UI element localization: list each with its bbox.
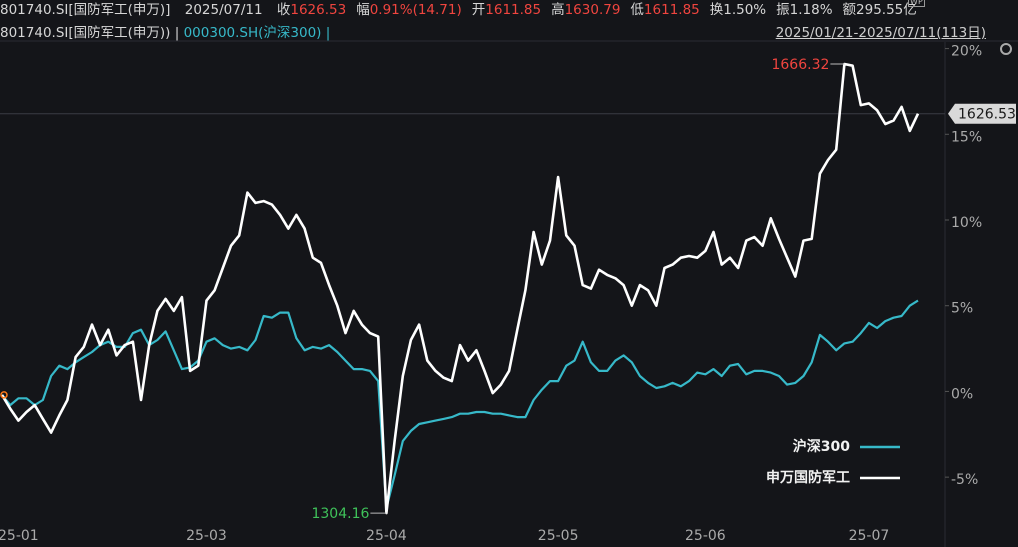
price-tag <box>948 103 1016 124</box>
x-tick-label: 25-03 <box>186 528 227 544</box>
y-tick-label: -5% <box>951 472 978 488</box>
y-tick-label: 15% <box>951 129 982 145</box>
series-label[interactable]: 000300.SH(沪深300) | <box>183 25 331 41</box>
x-tick-label: 25-07 <box>849 528 890 544</box>
quote: 开1611.85 <box>472 2 541 18</box>
min-label: 1304.16 <box>311 506 369 522</box>
quote: 幅0.91%(14.71) <box>356 2 462 18</box>
series-label[interactable]: 801740.SI[国防军工(申万)) | <box>0 25 180 41</box>
quote-label: 收 <box>276 2 291 18</box>
quote: 高1630.79 <box>551 2 620 18</box>
quote-value: 1.18% <box>789 2 833 18</box>
quote-label: 开 <box>471 2 486 18</box>
badge[interactable]: WP <box>908 0 925 7</box>
quote-label: 幅 <box>356 2 370 18</box>
y-tick-label: 10% <box>951 215 982 231</box>
quote-label: 额 <box>842 2 857 18</box>
quote: 收1626.53 <box>277 2 346 18</box>
quote-value: 1630.79 <box>564 2 621 18</box>
quote-value: 1611.85 <box>643 2 700 18</box>
x-tick-label: 25-05 <box>538 528 579 544</box>
x-tick-label: 25-04 <box>366 528 407 544</box>
quote-value: 1626.53 <box>290 2 347 18</box>
x-tick-label: 25-01 <box>0 528 39 544</box>
date: 2025/07/11 <box>184 2 263 18</box>
y-tick-label: 5% <box>951 301 973 317</box>
quote-bar: 801740.SI[国防军工(申万)] 2025/07/11 收1626.53 幅… <box>0 0 927 18</box>
quote-value: 0.91%(14.71) <box>369 2 462 18</box>
max-label: 1666.32 <box>771 57 829 73</box>
y-tick-label: 0% <box>951 386 973 402</box>
price-tag-label: 1626.53 <box>958 107 1016 123</box>
quote-label: 换 <box>709 2 724 18</box>
quote: 低1611.85 <box>630 2 699 18</box>
quote-label: 高 <box>551 2 565 18</box>
legend-label: 申万国防军工 <box>766 469 850 486</box>
y-tick-label: 20% <box>951 44 982 60</box>
x-tick-label: 25-06 <box>685 528 726 544</box>
settings-icon[interactable] <box>1000 43 1012 55</box>
quote-value: 295.55亿 <box>856 2 917 18</box>
series-line <box>1 299 919 510</box>
date-range[interactable]: 2025/01/21-2025/07/11(113日) <box>775 25 986 41</box>
quote-label: 低 <box>630 2 644 18</box>
quote-value: 1.50% <box>723 2 767 18</box>
legend-label: 沪深300 <box>793 438 850 455</box>
series-line <box>0 62 920 515</box>
series-bar: 801740.SI[国防军工(申万)) | 000300.SH(沪深300) |… <box>0 21 1018 55</box>
start-marker <box>0 391 8 399</box>
quotes: 收1626.53 幅0.91%(14.71) 开1611.85 高1630.79 低16… <box>277 2 927 18</box>
quote: 振1.18% <box>776 2 832 18</box>
quote: 额295.55亿 <box>843 2 917 18</box>
quote-label: 振 <box>776 2 790 18</box>
quote: 换1.50% <box>710 2 766 18</box>
code: 801740.SI[国防军工(申万)] <box>0 2 171 18</box>
quote-value: 1611.85 <box>485 2 542 18</box>
